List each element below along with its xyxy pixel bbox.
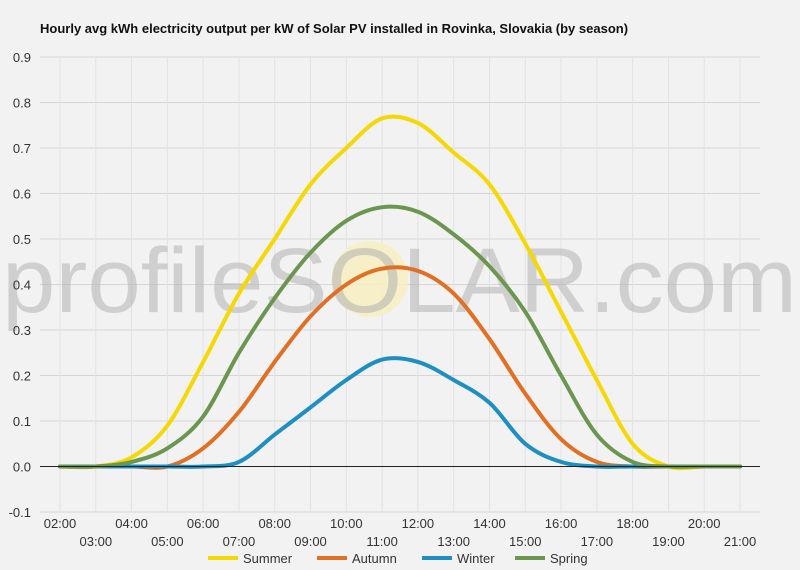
y-tick-label: 0.3 <box>13 323 31 338</box>
x-tick-label: 04:00 <box>115 516 148 531</box>
y-tick-label: 0.5 <box>13 232 31 247</box>
x-tick-label: 13:00 <box>437 534 470 549</box>
x-tick-label: 15:00 <box>509 534 542 549</box>
legend-item-winter: Winter <box>422 551 495 566</box>
x-tick-label: 07:00 <box>223 534 256 549</box>
grid-layer <box>40 56 760 513</box>
x-tick-label: 11:00 <box>366 534 398 549</box>
watermark-sun <box>332 241 408 317</box>
x-tick-label: 20:00 <box>688 516 721 531</box>
legend-label: Autumn <box>352 551 397 566</box>
watermark-layer: profileSOLAR.com <box>2 230 797 332</box>
x-tick-label: 08:00 <box>258 516 291 531</box>
x-tick-label: 02:00 <box>44 516 77 531</box>
x-tick-label: 14:00 <box>473 516 506 531</box>
y-tick-label: 0.8 <box>13 96 31 111</box>
y-tick-label: 0.1 <box>13 414 31 429</box>
series-line-spring <box>58 204 742 469</box>
y-tick-label: 0.9 <box>13 50 31 65</box>
y-tick-label: 0.4 <box>13 278 31 293</box>
x-tick-label: 12:00 <box>402 516 435 531</box>
x-tick-label: 17:00 <box>581 534 614 549</box>
x-tick-label: 10:00 <box>330 516 363 531</box>
y-tick-label: 0.6 <box>13 187 31 202</box>
legend-item-autumn: Autumn <box>317 551 397 566</box>
x-tick-label: 21:00 <box>724 534 757 549</box>
y-tick-label: 0.2 <box>13 369 31 384</box>
x-tick-label: 05:00 <box>151 534 184 549</box>
y-tick-label: -0.1 <box>9 505 31 520</box>
x-tick-label: 03:00 <box>80 534 113 549</box>
x-tick-label: 18:00 <box>616 516 649 531</box>
x-tick-label: 16:00 <box>545 516 578 531</box>
legend-item-spring: Spring <box>515 551 588 566</box>
series-line-summer <box>58 114 742 471</box>
legend-label: Winter <box>457 551 495 566</box>
legend-label: Summer <box>243 551 293 566</box>
y-tick-label: 0.7 <box>13 141 31 156</box>
y-tick-label: 0.0 <box>13 460 31 475</box>
watermark-text: profileSOLAR.com <box>2 230 797 332</box>
legend: Summer Autumn Winter Spring <box>208 551 588 566</box>
x-tick-label: 19:00 <box>652 534 685 549</box>
x-tick-label: 06:00 <box>187 516 220 531</box>
legend-item-summer: Summer <box>208 551 293 566</box>
axis-layer: -0.10.00.10.20.30.40.50.60.70.80.902:000… <box>9 50 760 549</box>
x-tick-label: 09:00 <box>294 534 327 549</box>
legend-label: Spring <box>550 551 588 566</box>
chart-title: Hourly avg kWh electricity output per kW… <box>40 21 628 36</box>
